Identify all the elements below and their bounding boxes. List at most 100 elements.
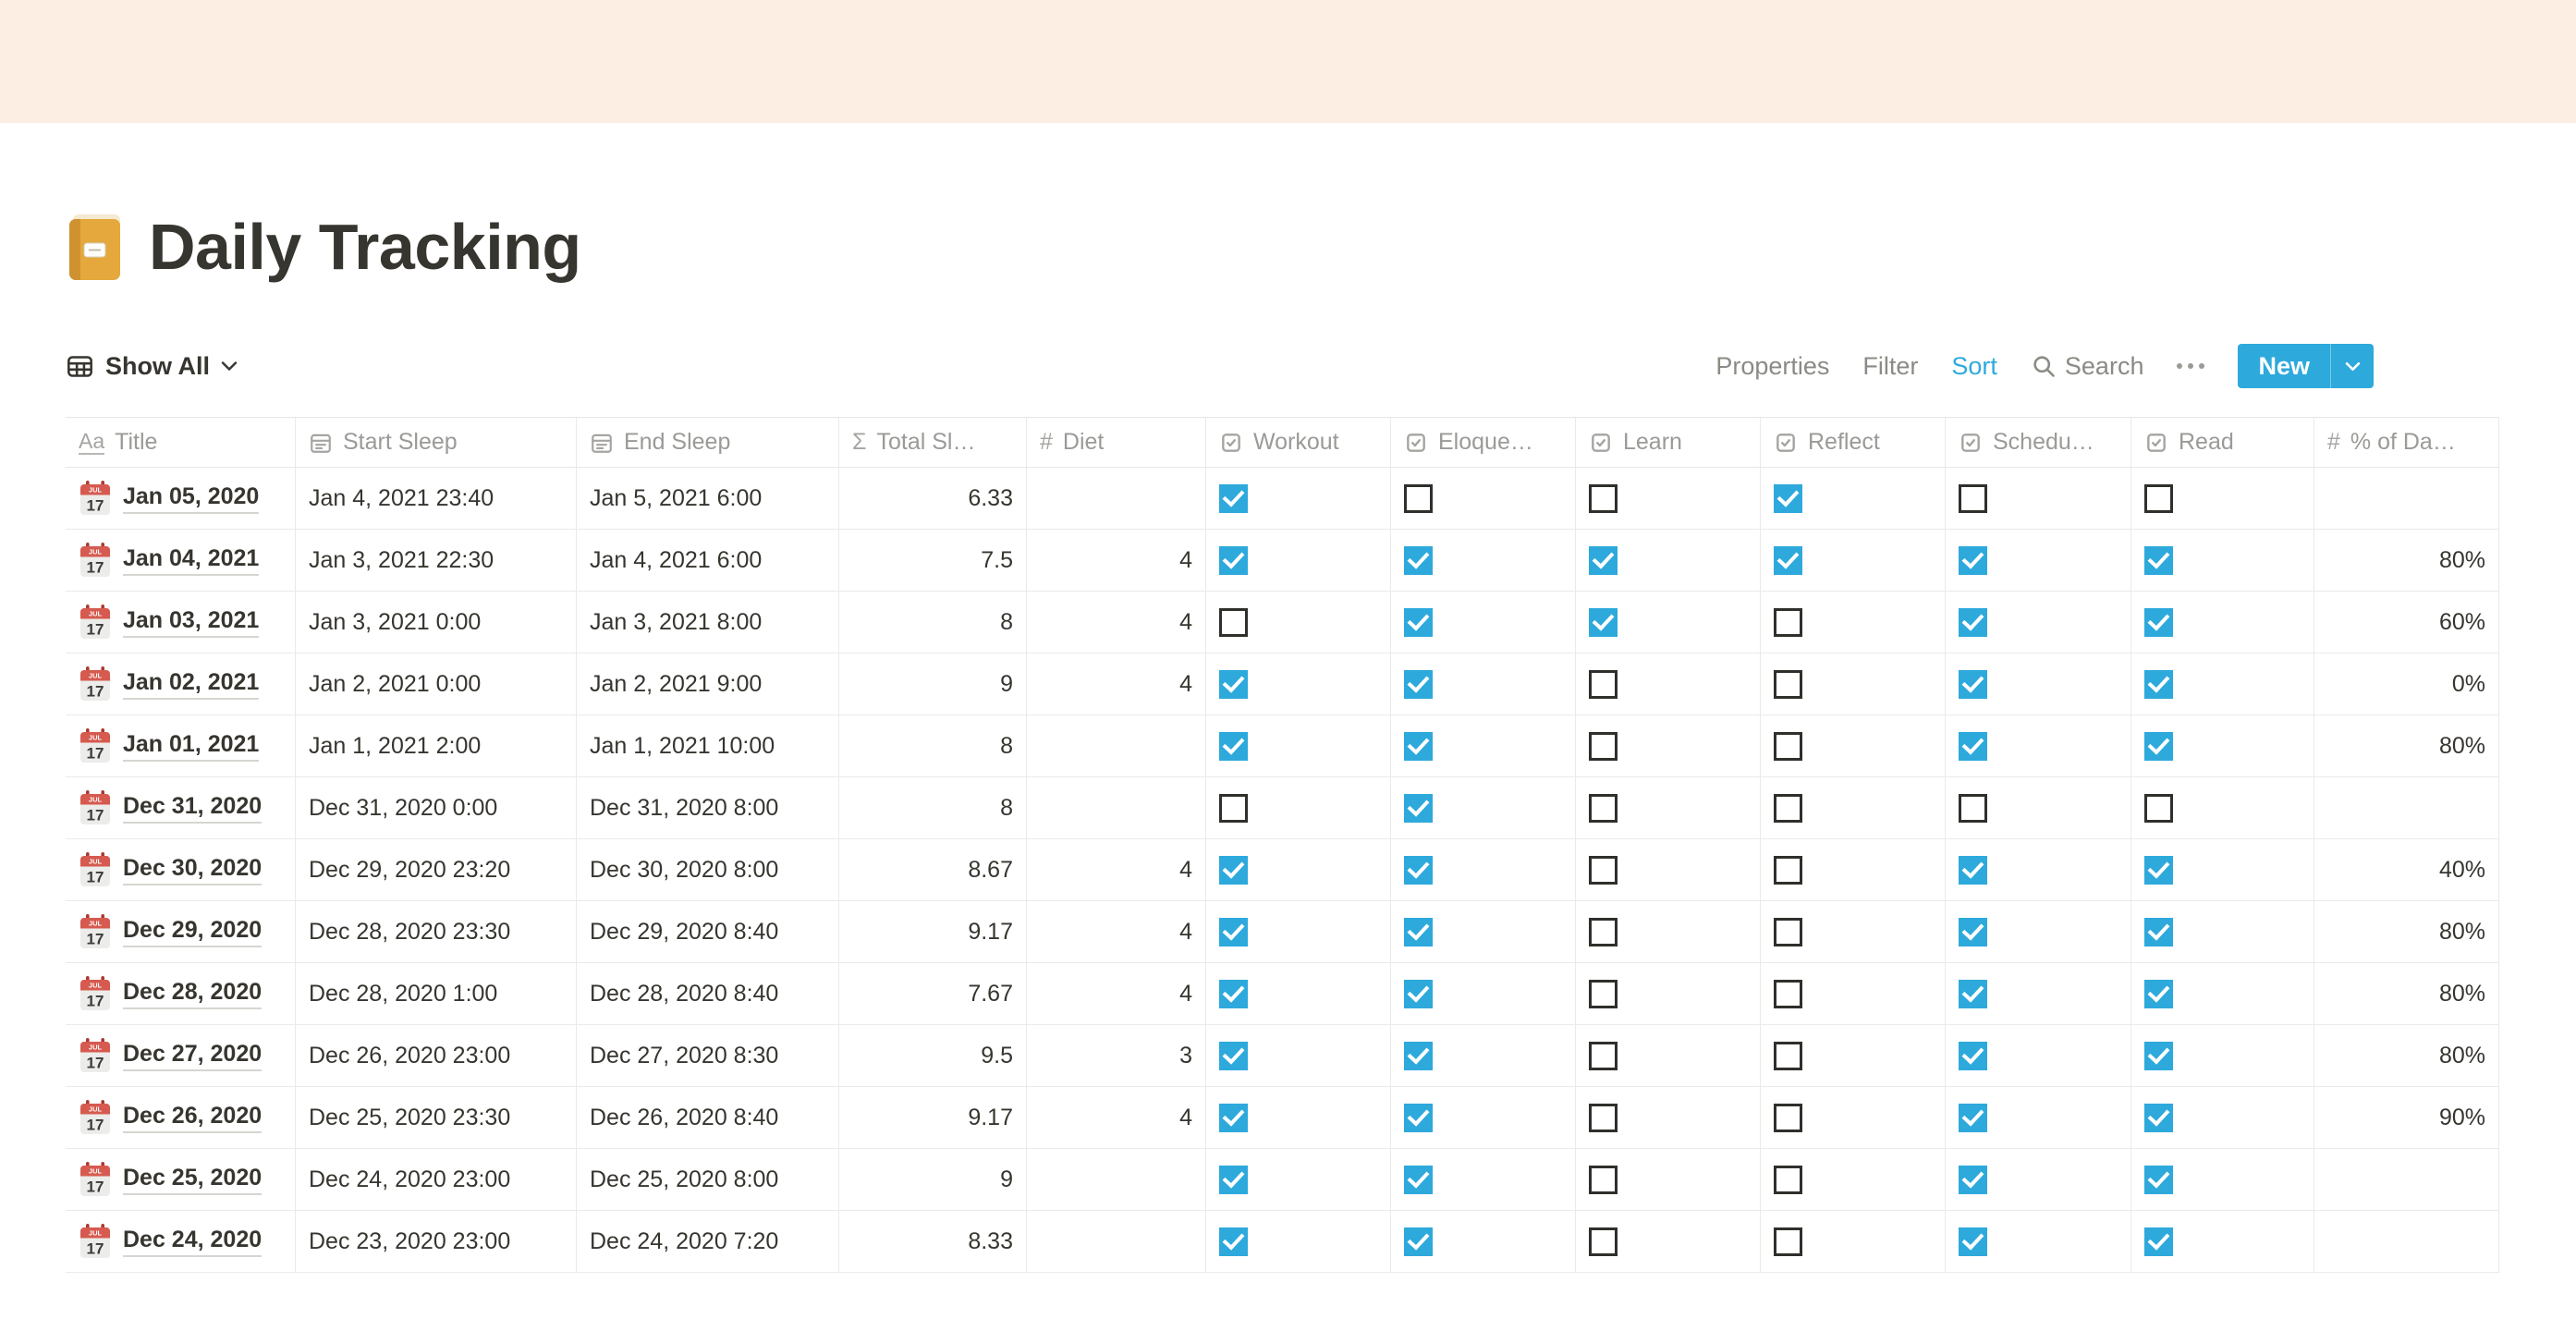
checkbox-checked[interactable] [2144,669,2173,699]
cell-end[interactable]: Jan 5, 2021 6:00 [577,468,839,529]
page-title[interactable]: Daily Tracking [149,210,581,283]
cell-pct[interactable]: 80% [2314,1025,2499,1086]
cell-eloquence[interactable] [1391,963,1576,1024]
cell-title[interactable]: JUL 17 Dec 28, 2020 [66,963,296,1024]
checkbox-unchecked[interactable] [1589,793,1618,823]
cell-start[interactable]: Dec 31, 2020 0:00 [296,777,577,838]
page-link[interactable]: Jan 05, 2020 [123,483,260,514]
checkbox-unchecked[interactable] [1774,1103,1802,1132]
checkbox-checked[interactable] [2144,731,2173,761]
cell-schedule[interactable] [1946,530,2131,591]
checkbox-checked[interactable] [2144,1041,2173,1070]
cell-start[interactable]: Dec 28, 2020 1:00 [296,963,577,1024]
cell-total[interactable]: 8 [839,777,1027,838]
cell-reflect[interactable] [1761,715,1946,776]
cell-reflect[interactable] [1761,777,1946,838]
cell-read[interactable] [2131,1211,2314,1272]
cell-workout[interactable] [1206,468,1391,529]
checkbox-checked[interactable] [1959,607,1987,637]
cell-read[interactable] [2131,839,2314,900]
cell-reflect[interactable] [1761,592,1946,653]
checkbox-unchecked[interactable] [1774,855,1802,885]
cell-title[interactable]: JUL 17 Dec 31, 2020 [66,777,296,838]
checkbox-checked[interactable] [1404,979,1433,1008]
cell-reflect[interactable] [1761,653,1946,714]
cell-read[interactable] [2131,653,2314,714]
cell-read[interactable] [2131,530,2314,591]
page-link[interactable]: Dec 31, 2020 [123,793,262,824]
page-link[interactable]: Dec 30, 2020 [123,855,262,885]
cell-read[interactable] [2131,1025,2314,1086]
filter-button[interactable]: Filter [1862,351,1919,380]
cell-learn[interactable] [1576,468,1761,529]
checkbox-checked[interactable] [2144,545,2173,575]
cell-end[interactable]: Jan 1, 2021 10:00 [577,715,839,776]
checkbox-unchecked[interactable] [1774,979,1802,1008]
cell-end[interactable]: Jan 3, 2021 8:00 [577,592,839,653]
checkbox-unchecked[interactable] [1774,917,1802,946]
cell-end[interactable]: Dec 26, 2020 8:40 [577,1087,839,1148]
cell-read[interactable] [2131,901,2314,962]
checkbox-checked[interactable] [2144,917,2173,946]
cell-start[interactable]: Dec 24, 2020 23:00 [296,1149,577,1210]
column-header-learn[interactable]: Learn [1576,418,1761,467]
checkbox-unchecked[interactable] [1589,855,1618,885]
cell-reflect[interactable] [1761,1025,1946,1086]
cell-diet[interactable]: 4 [1027,530,1206,591]
checkbox-checked[interactable] [1219,1165,1248,1194]
checkbox-unchecked[interactable] [1589,1165,1618,1194]
cell-learn[interactable] [1576,653,1761,714]
checkbox-checked[interactable] [1404,731,1433,761]
new-button-label[interactable]: New [2258,351,2310,380]
cell-reflect[interactable] [1761,530,1946,591]
checkbox-checked[interactable] [1219,979,1248,1008]
page-link[interactable]: Dec 28, 2020 [123,979,262,1009]
page-link[interactable]: Jan 02, 2021 [123,669,260,700]
checkbox-checked[interactable] [1959,1103,1987,1132]
cell-learn[interactable] [1576,777,1761,838]
cell-schedule[interactable] [1946,1211,2131,1272]
cell-pct[interactable]: 80% [2314,530,2499,591]
cell-start[interactable]: Dec 25, 2020 23:30 [296,1087,577,1148]
cell-workout[interactable] [1206,1025,1391,1086]
checkbox-unchecked[interactable] [1589,917,1618,946]
cell-start[interactable]: Jan 4, 2021 23:40 [296,468,577,529]
cell-diet[interactable]: 4 [1027,901,1206,962]
cell-workout[interactable] [1206,653,1391,714]
cell-eloquence[interactable] [1391,1087,1576,1148]
checkbox-checked[interactable] [1219,855,1248,885]
checkbox-checked[interactable] [1219,917,1248,946]
cell-schedule[interactable] [1946,839,2131,900]
checkbox-checked[interactable] [1959,731,1987,761]
cell-learn[interactable] [1576,839,1761,900]
cell-read[interactable] [2131,1087,2314,1148]
cell-diet[interactable] [1027,1211,1206,1272]
checkbox-checked[interactable] [1589,607,1618,637]
cell-diet[interactable] [1027,777,1206,838]
cell-end[interactable]: Dec 29, 2020 8:40 [577,901,839,962]
cell-eloquence[interactable] [1391,715,1576,776]
page-link[interactable]: Dec 24, 2020 [123,1227,262,1257]
cell-title[interactable]: JUL 17 Jan 04, 2021 [66,530,296,591]
cell-diet[interactable]: 3 [1027,1025,1206,1086]
cell-end[interactable]: Jan 2, 2021 9:00 [577,653,839,714]
cell-diet[interactable]: 4 [1027,1087,1206,1148]
checkbox-checked[interactable] [2144,979,2173,1008]
cell-title[interactable]: JUL 17 Jan 03, 2021 [66,592,296,653]
cell-learn[interactable] [1576,1025,1761,1086]
checkbox-unchecked[interactable] [2144,483,2173,513]
checkbox-unchecked[interactable] [1589,1041,1618,1070]
cell-title[interactable]: JUL 17 Dec 29, 2020 [66,901,296,962]
cell-learn[interactable] [1576,715,1761,776]
cell-learn[interactable] [1576,1211,1761,1272]
cell-reflect[interactable] [1761,1211,1946,1272]
cell-end[interactable]: Dec 25, 2020 8:00 [577,1149,839,1210]
column-header-start[interactable]: Start Sleep [296,418,577,467]
checkbox-unchecked[interactable] [1774,793,1802,823]
checkbox-unchecked[interactable] [1589,1227,1618,1256]
cell-pct[interactable]: 80% [2314,963,2499,1024]
cell-pct[interactable] [2314,1211,2499,1272]
page-link[interactable]: Jan 01, 2021 [123,731,260,762]
page-link[interactable]: Jan 03, 2021 [123,607,260,638]
cell-diet[interactable]: 4 [1027,653,1206,714]
